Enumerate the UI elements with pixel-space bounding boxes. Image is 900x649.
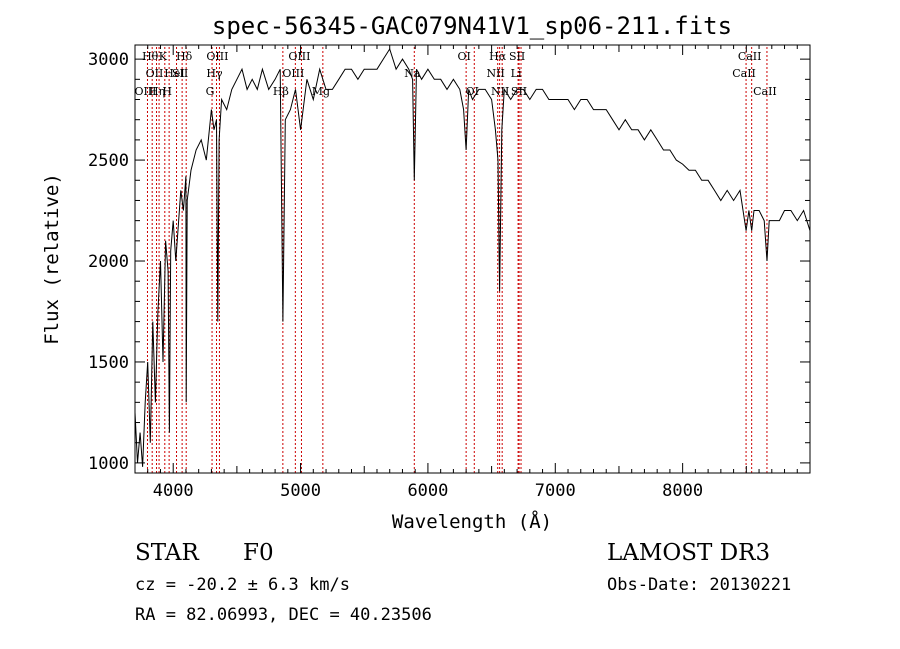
line-marker-label: NII [487, 67, 505, 80]
subclass: F0 [243, 540, 274, 566]
chart-title: spec-56345-GAC079N41V1_sp06-211.fits [212, 12, 732, 40]
line-marker-label: SII [511, 85, 527, 98]
x-tick-label: 8000 [662, 481, 703, 501]
line-marker-label: OI [466, 85, 479, 98]
line-marker-label: Hδ [176, 50, 193, 63]
redshift-text: cz = -20.2 ± 6.3 km/s [135, 575, 350, 595]
y-axis: 1000 1500 2000 2500 3000 [88, 50, 810, 474]
line-marker-label: Hγ [206, 67, 223, 80]
line-marker-label: SII [509, 50, 525, 63]
line-marker-label: OII [146, 67, 164, 80]
x-tick-label: 5000 [280, 481, 321, 501]
line-marker-label: H [162, 85, 172, 98]
coordinates: RA = 82.06993, DEC = 40.23506 [135, 605, 432, 625]
line-marker-label: Hη [149, 85, 165, 98]
y-tick-label: 1500 [88, 353, 129, 373]
line-marker-label: Hθ [142, 50, 159, 63]
line-marker-label: Li [511, 67, 522, 80]
line-marker-label: SII [172, 67, 188, 80]
line-marker-label: CaII [753, 85, 777, 98]
x-tick-label: 6000 [407, 481, 448, 501]
line-marker-labels: OIIIHθOIIHηKHHeISIIHδGHγOIIIHβOIIIOIIIMg… [134, 50, 776, 98]
line-marker-label: Hα [489, 50, 507, 63]
x-tick-label: 7000 [535, 481, 576, 501]
survey-label: LAMOST DR3 [607, 540, 770, 566]
x-tick-label: 4000 [153, 481, 194, 501]
line-marker-label: OIII [282, 67, 304, 80]
x-axis-label: Wavelength (Å) [392, 510, 552, 533]
obs-date: Obs-Date: 20130221 [607, 575, 791, 595]
line-marker-label: OIII [134, 85, 156, 98]
y-tick-label: 2500 [88, 151, 129, 171]
line-marker-label: K [159, 50, 168, 63]
line-marker-label: OIII [288, 50, 310, 63]
line-marker-label: OI [457, 50, 470, 63]
line-marker-label: CaII [732, 67, 756, 80]
line-marker-label: G [206, 85, 215, 98]
line-marker-label: HeI [164, 67, 184, 80]
y-axis-label: Flux (relative) [41, 173, 63, 345]
object-class: STAR [135, 540, 199, 566]
spectrum-line [134, 47, 811, 467]
line-marker-label: CaII [738, 50, 762, 63]
line-markers [146, 47, 768, 473]
x-axis: 4000 5000 6000 7000 8000 [147, 45, 798, 501]
y-tick-label: 2000 [88, 252, 129, 272]
y-tick-label: 3000 [88, 50, 129, 70]
y-tick-label: 1000 [88, 454, 129, 474]
plot-frame [134, 44, 811, 474]
line-marker-label: OIII [206, 50, 228, 63]
line-marker-label: NII [491, 85, 509, 98]
